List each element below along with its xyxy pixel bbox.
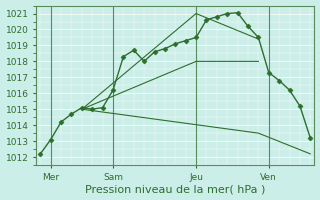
- X-axis label: Pression niveau de la mer( hPa ): Pression niveau de la mer( hPa ): [85, 184, 266, 194]
